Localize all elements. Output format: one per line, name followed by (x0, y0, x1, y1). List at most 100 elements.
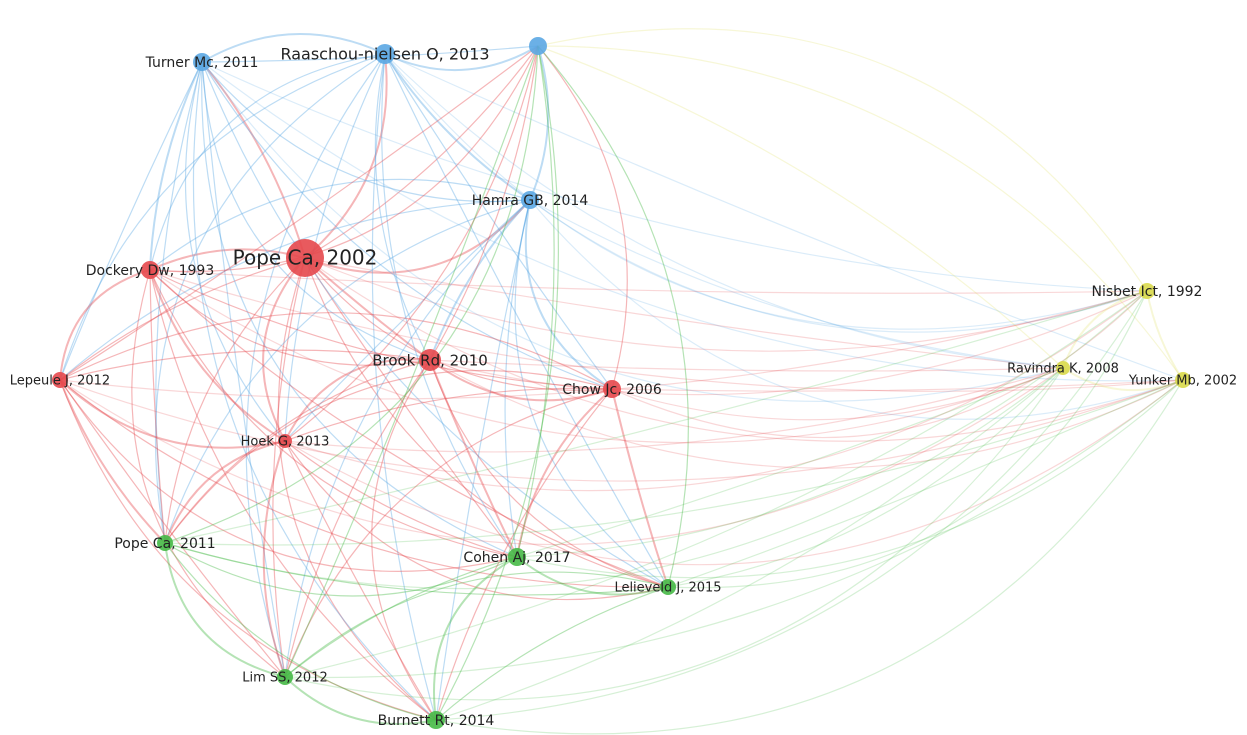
edge (201, 61, 306, 259)
edge (529, 199, 1184, 420)
edge (164, 379, 1184, 546)
edge (371, 53, 437, 721)
node (277, 669, 293, 685)
edge (537, 45, 689, 588)
edge (284, 45, 539, 678)
node (660, 579, 676, 595)
edge (154, 53, 386, 544)
edge (59, 367, 1064, 546)
edge (59, 379, 669, 588)
edge (59, 199, 531, 381)
node (427, 711, 445, 729)
edge (371, 359, 437, 721)
edge (59, 379, 1184, 482)
edge (284, 388, 613, 678)
node-label: Raaschou-nielsen O, 2013 (280, 45, 489, 64)
node-label: Brook Rd, 2010 (372, 352, 488, 370)
edge (611, 379, 1184, 392)
edge (374, 53, 431, 361)
edge (149, 178, 531, 271)
node-label: Lelieveld J, 2015 (614, 581, 721, 596)
edge (59, 61, 203, 381)
edge (516, 379, 1184, 579)
node (278, 434, 292, 448)
edge (149, 269, 1148, 294)
edge (164, 542, 437, 721)
edge (529, 199, 1148, 333)
edge (284, 358, 431, 442)
node (52, 372, 68, 388)
node (603, 380, 621, 398)
edge (164, 290, 1148, 544)
edge (164, 369, 613, 544)
edge (284, 199, 531, 678)
edge (435, 388, 613, 721)
edge (516, 367, 1064, 558)
node-label: Hoek G, 2013 (241, 435, 330, 450)
edge (384, 53, 1064, 369)
edge (59, 45, 539, 381)
node-label: Turner Mc, 2011 (145, 55, 259, 71)
edge (384, 53, 669, 588)
edge (667, 379, 1184, 588)
labels: Pope Ca, 2002 Raaschou-nielsen O, 2013 Tur… (10, 45, 1237, 730)
edge (529, 45, 550, 201)
edge (284, 387, 613, 442)
node (1056, 361, 1070, 375)
edge (284, 440, 669, 601)
edge (1062, 290, 1148, 369)
edge (284, 440, 437, 721)
edge (59, 379, 518, 572)
edge (516, 45, 555, 558)
node (141, 261, 159, 279)
edge (429, 359, 1184, 469)
edge (59, 379, 437, 721)
edge (381, 53, 518, 558)
edge (284, 367, 1064, 701)
edge (304, 257, 1184, 442)
node-label: Chow Jc, 2006 (562, 382, 662, 398)
edge (611, 367, 1064, 421)
edge (201, 61, 613, 390)
edge (284, 676, 437, 726)
edge (201, 61, 1148, 292)
node-label: Dockery Dw, 1993 (86, 263, 215, 279)
edge (304, 257, 1148, 352)
edges (59, 28, 1184, 735)
edge (516, 556, 669, 596)
edge (164, 542, 669, 596)
edge (201, 61, 431, 361)
edge (149, 269, 1184, 392)
edge (149, 61, 203, 271)
edge (164, 257, 306, 544)
edge (262, 257, 306, 442)
edge (435, 586, 669, 721)
edge (149, 269, 166, 544)
edge (529, 199, 1064, 369)
edge (384, 53, 613, 390)
edge (304, 45, 539, 259)
edge (304, 257, 613, 391)
edge (284, 359, 431, 678)
edge (284, 571, 669, 678)
edge (164, 542, 518, 597)
edge (59, 257, 306, 381)
edge (537, 45, 628, 390)
edge (149, 269, 437, 721)
node-label: Lepeule J, 2012 (10, 374, 110, 389)
edge (611, 290, 1148, 439)
edge (284, 556, 518, 678)
edge (149, 269, 613, 390)
edge (1062, 367, 1184, 392)
edge (432, 556, 518, 721)
edge (429, 359, 669, 588)
edge (262, 440, 286, 678)
node-label: Lim SS, 2012 (242, 671, 328, 686)
edge (537, 45, 1184, 381)
edge (284, 45, 539, 442)
node-label: Hamra GB, 2014 (472, 193, 589, 209)
edge (149, 269, 669, 588)
edge (284, 199, 531, 442)
edge (59, 379, 286, 449)
node (1175, 372, 1191, 388)
